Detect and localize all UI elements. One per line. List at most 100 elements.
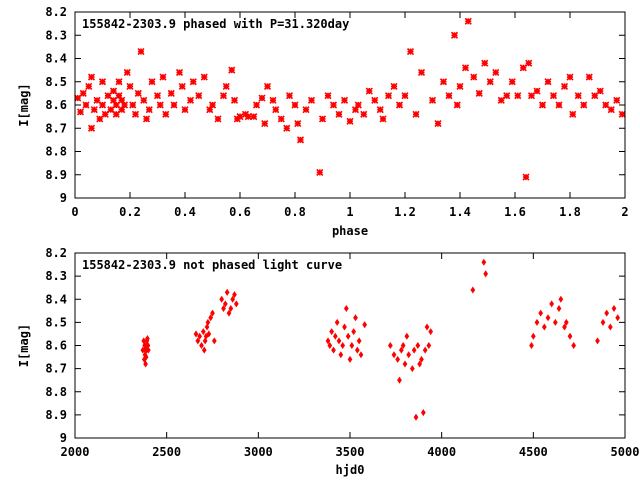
y-tick-label: 8.6 (45, 339, 67, 353)
x-axis-label: phase (332, 224, 368, 238)
data-point (200, 73, 208, 81)
data-point (607, 106, 615, 114)
data-point (345, 332, 351, 340)
y-tick-label: 8.4 (45, 292, 67, 306)
data-point (244, 113, 252, 121)
y-axis-label: I[mag] (17, 324, 31, 367)
data-point (90, 106, 98, 114)
data-point (131, 110, 140, 118)
data-point (420, 409, 426, 417)
data-point (214, 115, 222, 123)
data-point (428, 328, 434, 336)
data-point (336, 337, 342, 345)
data-point (567, 332, 573, 340)
data-point (329, 328, 335, 336)
data-point (562, 323, 567, 331)
y-tick-label: 8.5 (45, 75, 67, 89)
data-point (134, 89, 142, 97)
data-point (356, 337, 362, 345)
data-point (140, 96, 148, 104)
data-point (285, 92, 294, 100)
data-point (508, 78, 516, 86)
data-point (98, 78, 107, 86)
data-point (199, 341, 204, 350)
data-point (527, 92, 536, 100)
data-point (534, 318, 540, 326)
data-point (219, 295, 225, 303)
data-point (595, 337, 600, 345)
data-point (329, 101, 338, 109)
data-point (123, 68, 131, 77)
data-point (549, 300, 555, 308)
data-point (397, 376, 402, 384)
data-point (115, 92, 123, 100)
data-point (497, 96, 505, 104)
data-point (552, 318, 558, 326)
data-point (538, 309, 544, 317)
data-point (529, 341, 534, 350)
data-point (153, 92, 162, 100)
data-point (178, 82, 186, 90)
data-point (533, 87, 541, 95)
data-point (193, 330, 199, 338)
data-point (613, 96, 621, 104)
data-point (346, 117, 354, 125)
x-tick-label: 2000 (61, 445, 90, 459)
data-point (109, 87, 118, 95)
x-tick-label: 1.2 (394, 205, 416, 219)
data-point (404, 332, 410, 340)
data-point (354, 346, 360, 354)
data-point (453, 101, 461, 109)
data-point (481, 258, 487, 266)
phased-plot: 0 0.2 0.4 0.6 0.8 1 1.2 1.4 1.6 1.8 2 8.2 8.3 8.4 8.5 8… (17, 5, 629, 238)
data-point (148, 78, 156, 86)
data-point (353, 314, 358, 322)
data-point (230, 96, 239, 104)
data-point (401, 92, 409, 100)
data-point (226, 309, 232, 317)
data-point (332, 332, 338, 340)
data-point (522, 173, 530, 181)
data-point (205, 318, 211, 326)
data-point (340, 341, 346, 350)
data-points (140, 258, 621, 421)
data-point (607, 323, 613, 331)
data-point (269, 96, 277, 104)
data-point (82, 101, 90, 109)
data-point (461, 64, 470, 72)
ticks: 2000 2500 3000 3500 4000 4500 5000 8.2 8.3 8.4 8.5… (45, 246, 639, 459)
data-point (379, 115, 387, 123)
data-point (560, 82, 569, 90)
data-point (167, 89, 175, 97)
y-axis-label: I[mag] (17, 83, 31, 126)
data-point (115, 78, 123, 86)
x-tick-label: 1.4 (449, 205, 471, 219)
data-point (232, 291, 237, 299)
data-point (384, 92, 393, 100)
data-point (228, 304, 234, 313)
data-point (574, 92, 582, 100)
data-point (428, 96, 437, 104)
data-point (221, 304, 226, 313)
data-point (365, 87, 373, 95)
data-point (600, 318, 606, 326)
data-point (96, 115, 104, 123)
data-point (98, 101, 107, 109)
data-point (349, 341, 355, 350)
data-point (195, 337, 201, 345)
y-tick-label: 8.9 (45, 168, 67, 182)
data-point (252, 101, 261, 109)
data-point (413, 413, 419, 421)
data-point (200, 328, 206, 336)
data-point (327, 341, 333, 350)
y-tick-label: 8.5 (45, 315, 67, 329)
data-point (555, 101, 563, 109)
data-point (422, 346, 428, 354)
data-point (503, 92, 511, 100)
x-tick-label: 4000 (427, 445, 456, 459)
data-point (475, 89, 483, 97)
data-point (211, 337, 217, 345)
plot-title: 155842-2303.9 phased with P=31.320day (82, 17, 349, 31)
data-point (208, 314, 214, 322)
data-point (417, 360, 423, 368)
